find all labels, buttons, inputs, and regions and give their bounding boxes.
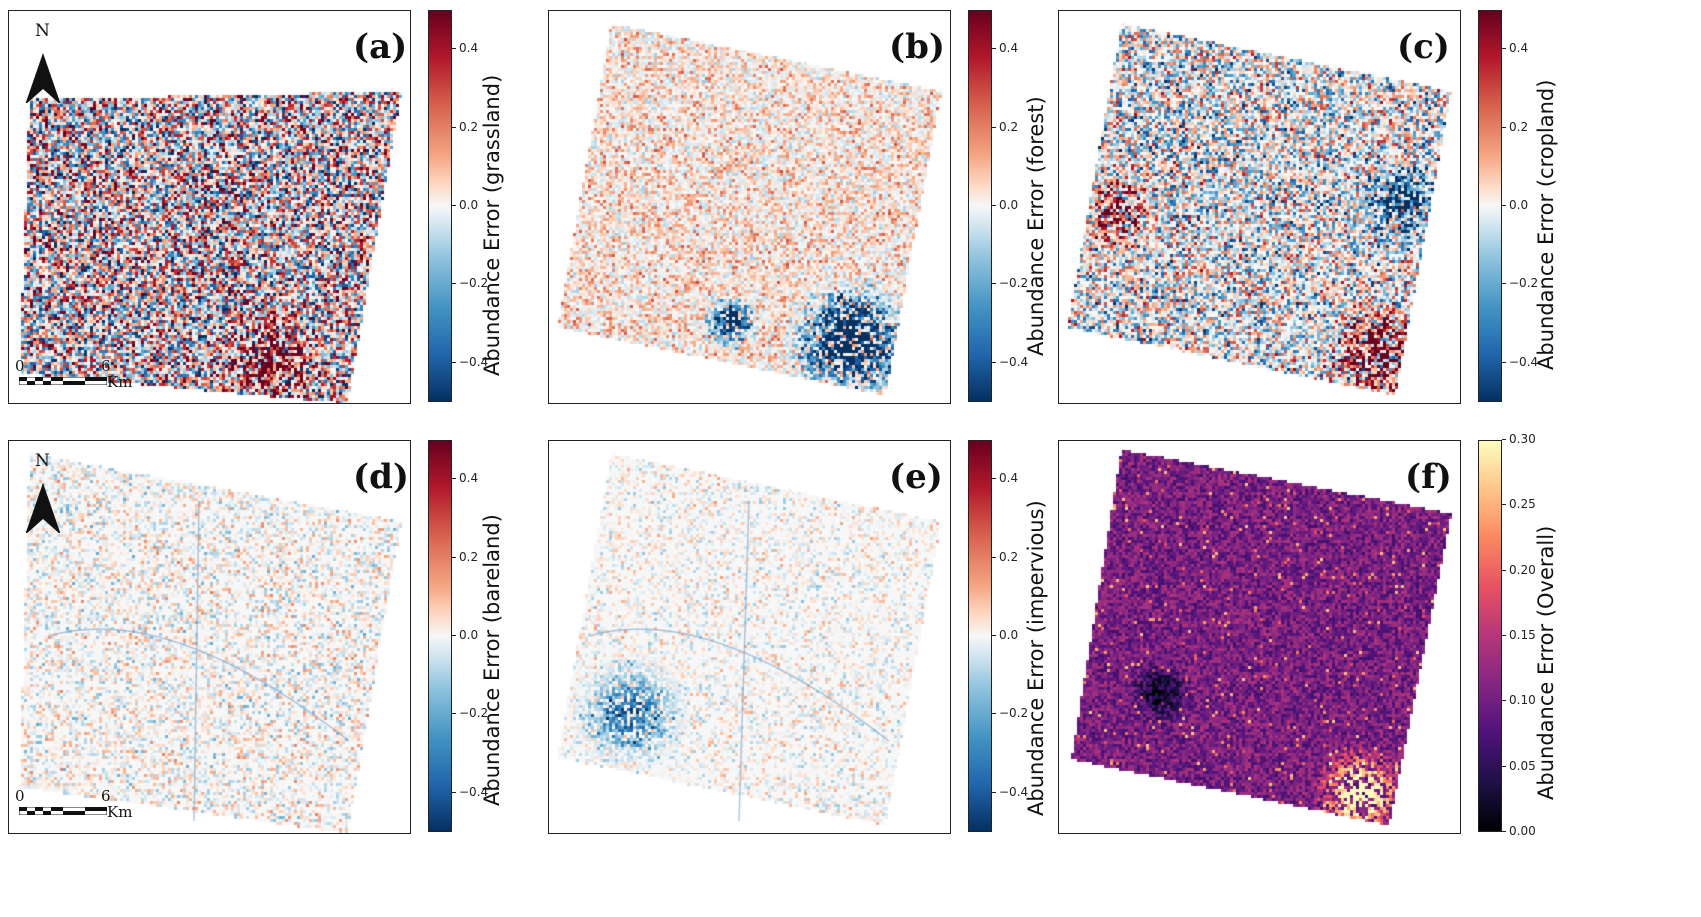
error-map-f (1059, 441, 1460, 833)
colorbar-tick-label: −0.4 (451, 354, 489, 369)
colorbar-label-b: Abundance Error (forest) (1024, 96, 1048, 356)
north-arrow-icon: N (23, 451, 63, 535)
colorbar-tick-label: 0.30 (1502, 432, 1536, 446)
colorbar-label-a: Abundance Error (grassland) (480, 74, 504, 376)
colorbar-tick-label: 0.0 (991, 198, 1019, 212)
map-frame-a: (a) N 0 6 Km (8, 10, 411, 404)
map-frame-b: (b) (548, 10, 951, 404)
colorbar-tick-label: 0.2 (991, 119, 1019, 134)
error-map-d (9, 441, 410, 833)
colorbar-tick-label: 0.4 (991, 41, 1019, 56)
colorbar-tick-label: 0.2 (451, 119, 479, 134)
colorbar-e (968, 440, 992, 832)
colorbar-c (1478, 10, 1502, 402)
colorbar-tick-label: 0.10 (1502, 693, 1536, 708)
north-label: N (35, 21, 50, 41)
colorbar-tick-label: −0.2 (451, 276, 489, 291)
scale-start: 0 (15, 357, 25, 375)
scale-unit: Km (107, 803, 133, 821)
map-frame-c: (c) (1058, 10, 1461, 404)
colorbar-tick-label: −0.4 (1501, 354, 1539, 369)
colorbar-tick-label: −0.2 (991, 706, 1029, 721)
colorbar-tick-label: 0.00 (1502, 824, 1536, 838)
map-frame-e: (e) (548, 440, 951, 834)
colorbar-tick-label: −0.4 (991, 354, 1029, 369)
panel-label: (c) (1397, 27, 1450, 67)
colorbar-tick-label: 0.20 (1502, 562, 1536, 577)
colorbar-tick-label: 0.0 (991, 628, 1019, 642)
colorbar-tick-label: −0.2 (451, 706, 489, 721)
colorbar-b (968, 10, 992, 402)
scale-end: 6 (101, 357, 111, 375)
map-frame-f: (f) (1058, 440, 1461, 834)
error-map-a (9, 11, 410, 403)
colorbar-tick-label: 0.05 (1502, 758, 1536, 773)
colorbar-tick-label: −0.4 (451, 784, 489, 799)
panel-label: (b) (889, 27, 945, 67)
colorbar-f (1478, 440, 1502, 832)
scale-end: 6 (101, 787, 111, 805)
colorbar-tick-label: 0.0 (451, 198, 479, 212)
colorbar-tick-label: 0.2 (1501, 119, 1529, 134)
error-map-e (549, 441, 950, 833)
colorbar-label-c: Abundance Error (cropland) (1534, 79, 1558, 370)
error-map-c (1059, 11, 1460, 403)
colorbar-tick-label: 0.4 (1501, 41, 1529, 56)
colorbar-label-f: Abundance Error (Overall) (1534, 525, 1558, 800)
colorbar-label-e: Abundance Error (impervious) (1024, 500, 1048, 816)
colorbar-tick-label: −0.4 (991, 784, 1029, 799)
scale-unit: Km (107, 373, 133, 391)
map-frame-d: (d) N 0 6 Km (8, 440, 411, 834)
colorbar-tick-label: 0.0 (1501, 198, 1529, 212)
scale-bar: 0 6 Km (11, 781, 141, 821)
panel-label: (f) (1405, 457, 1452, 497)
colorbar-tick-label: 0.2 (451, 549, 479, 564)
colorbar-tick-label: 0.4 (451, 471, 479, 486)
colorbar-label-d: Abundance Error (bareland) (480, 514, 504, 806)
colorbar-tick-label: −0.2 (991, 276, 1029, 291)
scale-start: 0 (15, 787, 25, 805)
scale-bar: 0 6 Km (11, 351, 141, 391)
colorbar-tick-label: 0.15 (1502, 628, 1536, 642)
colorbar-tick-label: −0.2 (1501, 276, 1539, 291)
colorbar-tick-label: 0.0 (451, 628, 479, 642)
colorbar-tick-label: 0.2 (991, 549, 1019, 564)
panel-label: (a) (353, 27, 408, 67)
colorbar-tick-label: 0.4 (451, 41, 479, 56)
colorbar-tick-label: 0.25 (1502, 497, 1536, 512)
colorbar-a (428, 10, 452, 402)
error-map-b (549, 11, 950, 403)
colorbar-d (428, 440, 452, 832)
panel-label: (e) (889, 457, 943, 497)
colorbar-tick-label: 0.4 (991, 471, 1019, 486)
panel-label: (d) (353, 457, 409, 497)
north-arrow-icon: N (23, 21, 63, 105)
north-label: N (35, 451, 50, 471)
